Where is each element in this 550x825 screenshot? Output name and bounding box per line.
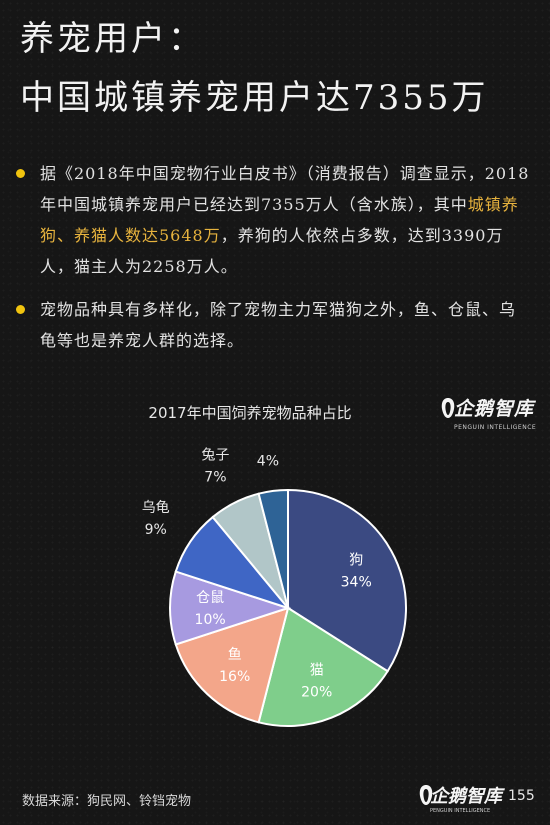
pie-value-label-2: 16%: [219, 669, 250, 685]
penguin-icon: [441, 398, 455, 418]
bullet-2-text: 宠物品种具有多样化，除了宠物主力军猫狗之外，鱼、仓鼠、乌龟等也是养宠人群的选择。: [40, 300, 517, 350]
bullet-dot-icon: [16, 305, 25, 314]
page-number: 155: [508, 788, 535, 804]
bullet-dot-icon: [16, 169, 25, 178]
pie-value-label-5: 7%: [204, 469, 226, 485]
chart-title: 2017年中国饲养宠物品种占比: [148, 404, 352, 422]
bullet-1-text-b: ，养狗的人依然占多数，达到3390万人，猫主人为2258万人。: [40, 226, 504, 276]
bullet-1-text-a: 据《2018年中国宠物行业白皮书》（消费报告）调查显示，2018年中国城镇养宠用…: [40, 164, 530, 214]
brand-logo: 企鹅智库 PENGUIN INTELLIGENCE: [440, 394, 540, 438]
pie-label-3: 仓鼠: [196, 590, 224, 606]
bullet-item-1: 据《2018年中国宠物行业白皮书》（消费报告）调查显示，2018年中国城镇养宠用…: [12, 158, 532, 282]
logo-text: 企鹅智库: [454, 398, 535, 420]
bullet-item-2: 宠物品种具有多样化，除了宠物主力军猫狗之外，鱼、仓鼠、乌龟等也是养宠人群的选择。: [12, 294, 532, 356]
pie-slice-6: [257, 488, 289, 609]
pie-slice-2: [174, 606, 290, 724]
bullet-list: 据《2018年中国宠物行业白皮书》（消费报告）调查显示，2018年中国城镇养宠用…: [12, 158, 532, 368]
pie-slice-3: [169, 570, 292, 646]
footer-logo-text: 企鹅智库: [430, 786, 502, 807]
pie-label-0: 狗: [349, 553, 363, 569]
title-line-2: 中国城镇养宠用户达7355万: [20, 78, 489, 118]
pie-chart: 狗 34% 猫 20% 鱼 16% 仓鼠 10% 乌龟 9% 兔子 7% 其他 4%: [142, 445, 407, 727]
pie-slice-1: [257, 606, 390, 727]
pie-value-label-1: 20%: [301, 684, 332, 700]
data-source: 数据来源：狗民网、铃铛宠物: [22, 794, 192, 809]
pie-label-4: 乌龟: [142, 500, 170, 516]
pie-label-6: 其他: [254, 445, 282, 447]
pie-label-5: 兔子: [201, 447, 229, 463]
bullet-1-highlight: 城镇养狗、养猫人数达5648万: [40, 195, 519, 245]
pie-label-1: 猫: [310, 662, 324, 678]
logo-subtitle: PENGUIN INTELLIGENCE: [454, 424, 537, 431]
pie-value-label-0: 34%: [341, 575, 372, 591]
penguin-icon: [419, 785, 433, 805]
pie-value-label-3: 10%: [195, 612, 226, 628]
footer-logo-subtitle: PENGUIN INTELLIGENCE: [430, 808, 491, 814]
pie-value-label-6: 4%: [257, 453, 279, 469]
title-line-1: 养宠用户：: [20, 19, 205, 59]
pie-label-2: 鱼: [228, 646, 242, 663]
page-title: 养宠用户： 中国城镇养宠用户达7355万: [20, 12, 530, 126]
pie-value-label-4: 9%: [145, 522, 167, 538]
footer-logo: 企鹅智库 PENGUIN INTELLIGENCE: [418, 778, 502, 818]
